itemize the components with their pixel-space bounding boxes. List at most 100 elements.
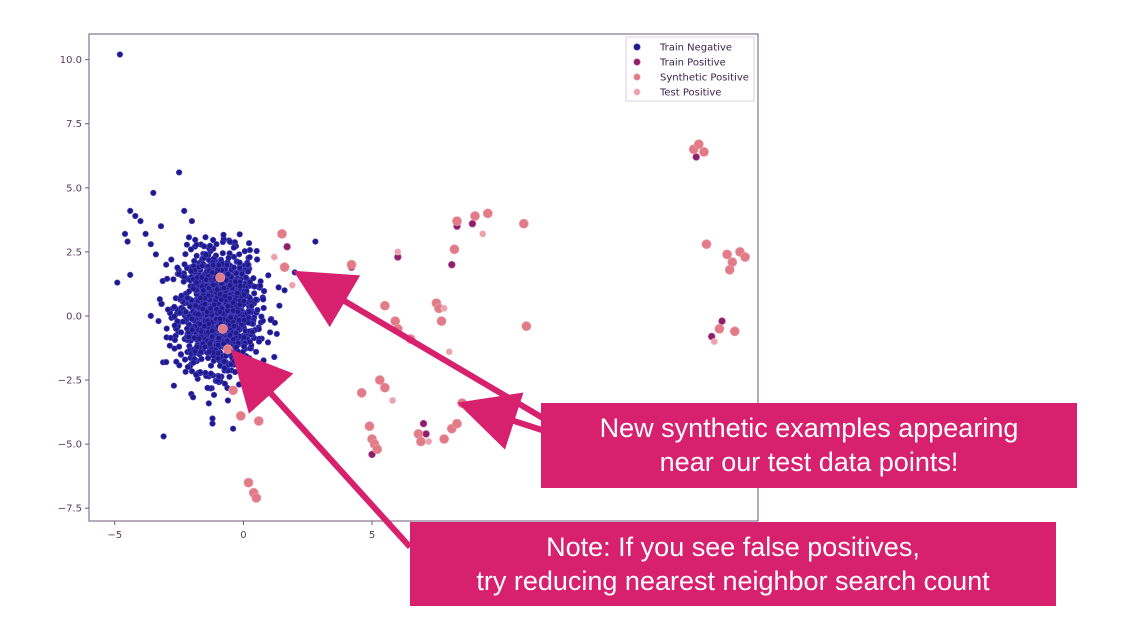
data-point	[374, 375, 385, 385]
data-point	[267, 316, 274, 324]
data-point	[246, 254, 253, 261]
data-point	[281, 287, 288, 294]
data-point	[202, 234, 209, 241]
data-point	[258, 313, 265, 320]
data-point	[394, 248, 402, 256]
data-point	[452, 418, 462, 429]
data-point	[729, 326, 740, 337]
data-point	[197, 369, 204, 376]
data-point	[180, 273, 187, 280]
data-point	[230, 253, 237, 260]
data-point	[722, 249, 732, 260]
data-point	[185, 333, 192, 341]
arrow-note	[230, 349, 413, 550]
series-train-positive	[283, 153, 726, 459]
data-point	[457, 398, 467, 408]
data-point	[176, 343, 183, 350]
data-point	[379, 382, 390, 393]
data-point	[241, 291, 248, 298]
data-point	[225, 254, 232, 261]
data-point	[230, 425, 237, 432]
data-point	[252, 296, 259, 303]
data-point	[283, 243, 291, 251]
data-point	[254, 256, 261, 263]
data-point	[147, 241, 154, 248]
data-point	[186, 303, 194, 310]
data-point	[181, 356, 189, 363]
data-point	[288, 281, 296, 289]
data-point	[727, 257, 738, 267]
x-tick-label: −5	[107, 530, 122, 541]
data-point	[246, 338, 253, 346]
data-point	[379, 300, 390, 311]
data-point	[207, 370, 214, 377]
data-point	[253, 348, 260, 355]
data-point	[197, 294, 204, 302]
data-point	[190, 394, 197, 401]
data-point	[468, 220, 477, 228]
data-point	[251, 492, 262, 503]
data-point	[226, 332, 234, 339]
data-point	[312, 238, 319, 245]
plot-frame	[88, 33, 759, 522]
data-point	[261, 288, 268, 295]
data-point	[185, 234, 193, 241]
data-point	[221, 365, 228, 372]
data-point	[449, 244, 460, 255]
data-point	[291, 269, 298, 276]
data-point	[356, 387, 367, 398]
data-point	[521, 321, 532, 332]
arrow-synthetic-lower	[457, 392, 549, 450]
data-point	[114, 279, 121, 286]
callout-arrows	[230, 270, 550, 550]
data-point	[209, 262, 217, 269]
data-point	[227, 282, 234, 289]
data-point	[237, 283, 244, 290]
data-point	[215, 342, 222, 349]
data-point	[184, 363, 191, 371]
data-point	[248, 302, 255, 310]
data-point	[164, 275, 171, 282]
data-point	[205, 355, 212, 362]
legend-marker	[633, 88, 641, 96]
y-tick-label: 0.0	[66, 311, 82, 322]
data-point	[364, 421, 375, 432]
data-point	[205, 400, 212, 407]
data-point	[168, 256, 175, 263]
data-point	[260, 357, 267, 364]
data-point	[710, 338, 718, 346]
data-point	[222, 344, 233, 355]
data-point	[191, 257, 198, 265]
data-point	[182, 308, 190, 316]
data-point	[226, 373, 233, 380]
data-point	[150, 189, 157, 196]
data-point	[170, 382, 177, 389]
y-tick-label: 2.5	[66, 247, 82, 258]
data-point	[206, 242, 213, 249]
data-point	[227, 314, 234, 321]
callout-note-line2: try reducing nearest neighbor search cou…	[476, 566, 990, 596]
data-point	[232, 329, 239, 337]
data-point	[210, 301, 218, 308]
data-point	[240, 334, 248, 341]
data-point	[179, 318, 187, 325]
data-point	[224, 397, 231, 404]
data-point	[244, 261, 251, 269]
data-point	[271, 353, 278, 361]
data-point	[209, 415, 216, 422]
data-point	[479, 230, 487, 238]
data-point	[206, 348, 213, 356]
data-point	[346, 259, 357, 270]
data-point	[714, 323, 725, 334]
data-point	[181, 207, 188, 214]
data-point	[236, 259, 243, 266]
data-point	[207, 362, 215, 369]
data-point	[195, 311, 202, 318]
data-point	[193, 279, 200, 286]
data-point	[124, 238, 131, 245]
data-point	[171, 303, 178, 311]
data-point	[243, 477, 254, 488]
data-point	[221, 358, 228, 365]
data-point	[251, 283, 258, 290]
data-point	[440, 304, 448, 312]
